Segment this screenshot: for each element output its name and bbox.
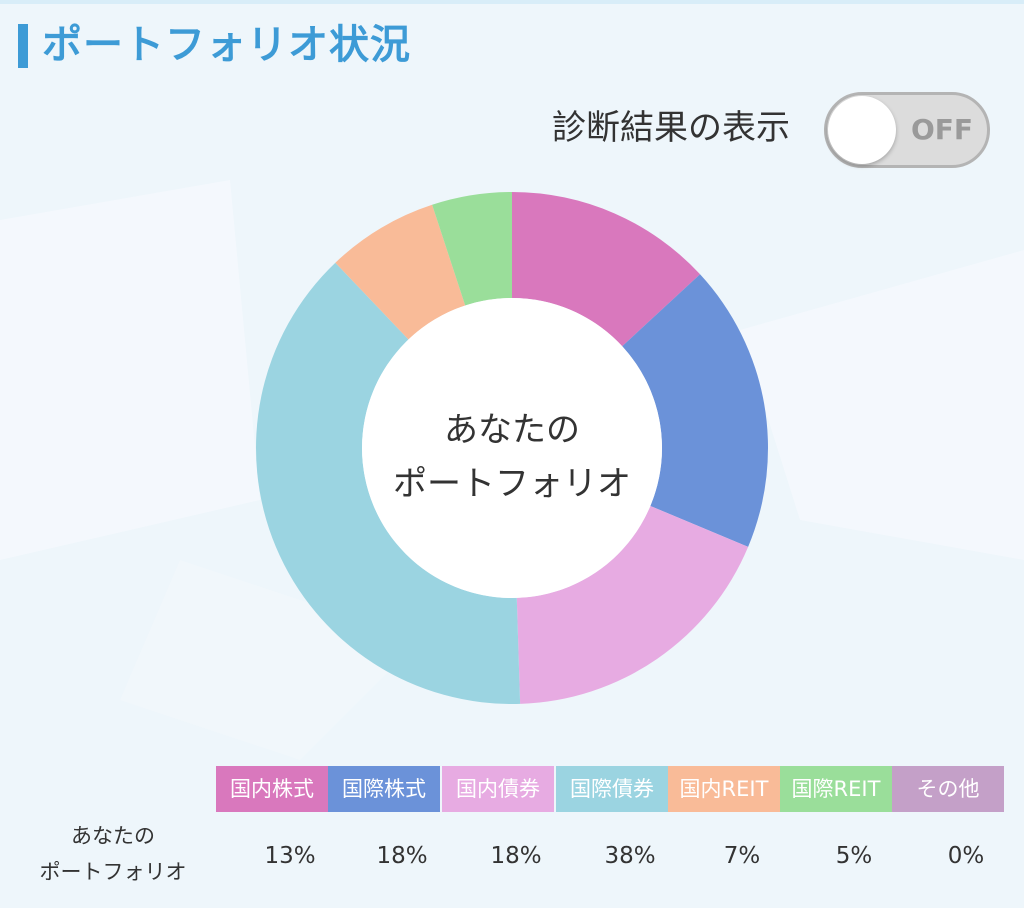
diagnosis-toggle[interactable]: OFF xyxy=(824,92,990,168)
legend-item-2: 国際株式 xyxy=(328,766,440,812)
legend-item-5: 国内REIT xyxy=(668,766,780,812)
percentage-value-1: 13% xyxy=(264,843,316,869)
row-label-line1: あなたの xyxy=(71,824,155,848)
donut-slice-4 xyxy=(256,262,521,704)
donut-slice-1 xyxy=(512,192,701,347)
toggle-knob[interactable] xyxy=(828,96,896,164)
top-border xyxy=(0,0,1024,4)
percentage-value-7: 0% xyxy=(947,843,985,869)
percentage-value-6: 5% xyxy=(835,843,873,869)
legend-item-6: 国際REIT xyxy=(780,766,892,812)
legend-item-1: 国内株式 xyxy=(216,766,328,812)
percentage-value-3: 18% xyxy=(490,843,542,869)
diagnosis-toggle-label: 診断結果の表示 xyxy=(552,108,790,148)
chart-center-line1: あなたの xyxy=(444,410,580,450)
donut-slice-5 xyxy=(335,204,466,340)
chart-center-line2: ポートフォリオ xyxy=(393,464,631,504)
percentage-value-2: 18% xyxy=(376,843,428,869)
legend-item-7: その他 xyxy=(892,766,1004,812)
donut-slice-3 xyxy=(516,505,749,704)
legend-item-4: 国際債券 xyxy=(556,766,668,812)
donut-hole xyxy=(362,298,662,598)
title-accent-bar xyxy=(18,24,28,68)
donut-slice-2 xyxy=(622,274,769,547)
toggle-state-text: OFF xyxy=(910,113,973,146)
percentage-value-4: 38% xyxy=(604,843,656,869)
percentage-value-5: 7% xyxy=(723,843,761,869)
donut-slice-6 xyxy=(432,192,512,306)
page-title: ポートフォリオ状況 xyxy=(42,22,411,68)
legend-item-3: 国内債券 xyxy=(442,766,554,812)
row-label-line2: ポートフォリオ xyxy=(39,860,187,884)
